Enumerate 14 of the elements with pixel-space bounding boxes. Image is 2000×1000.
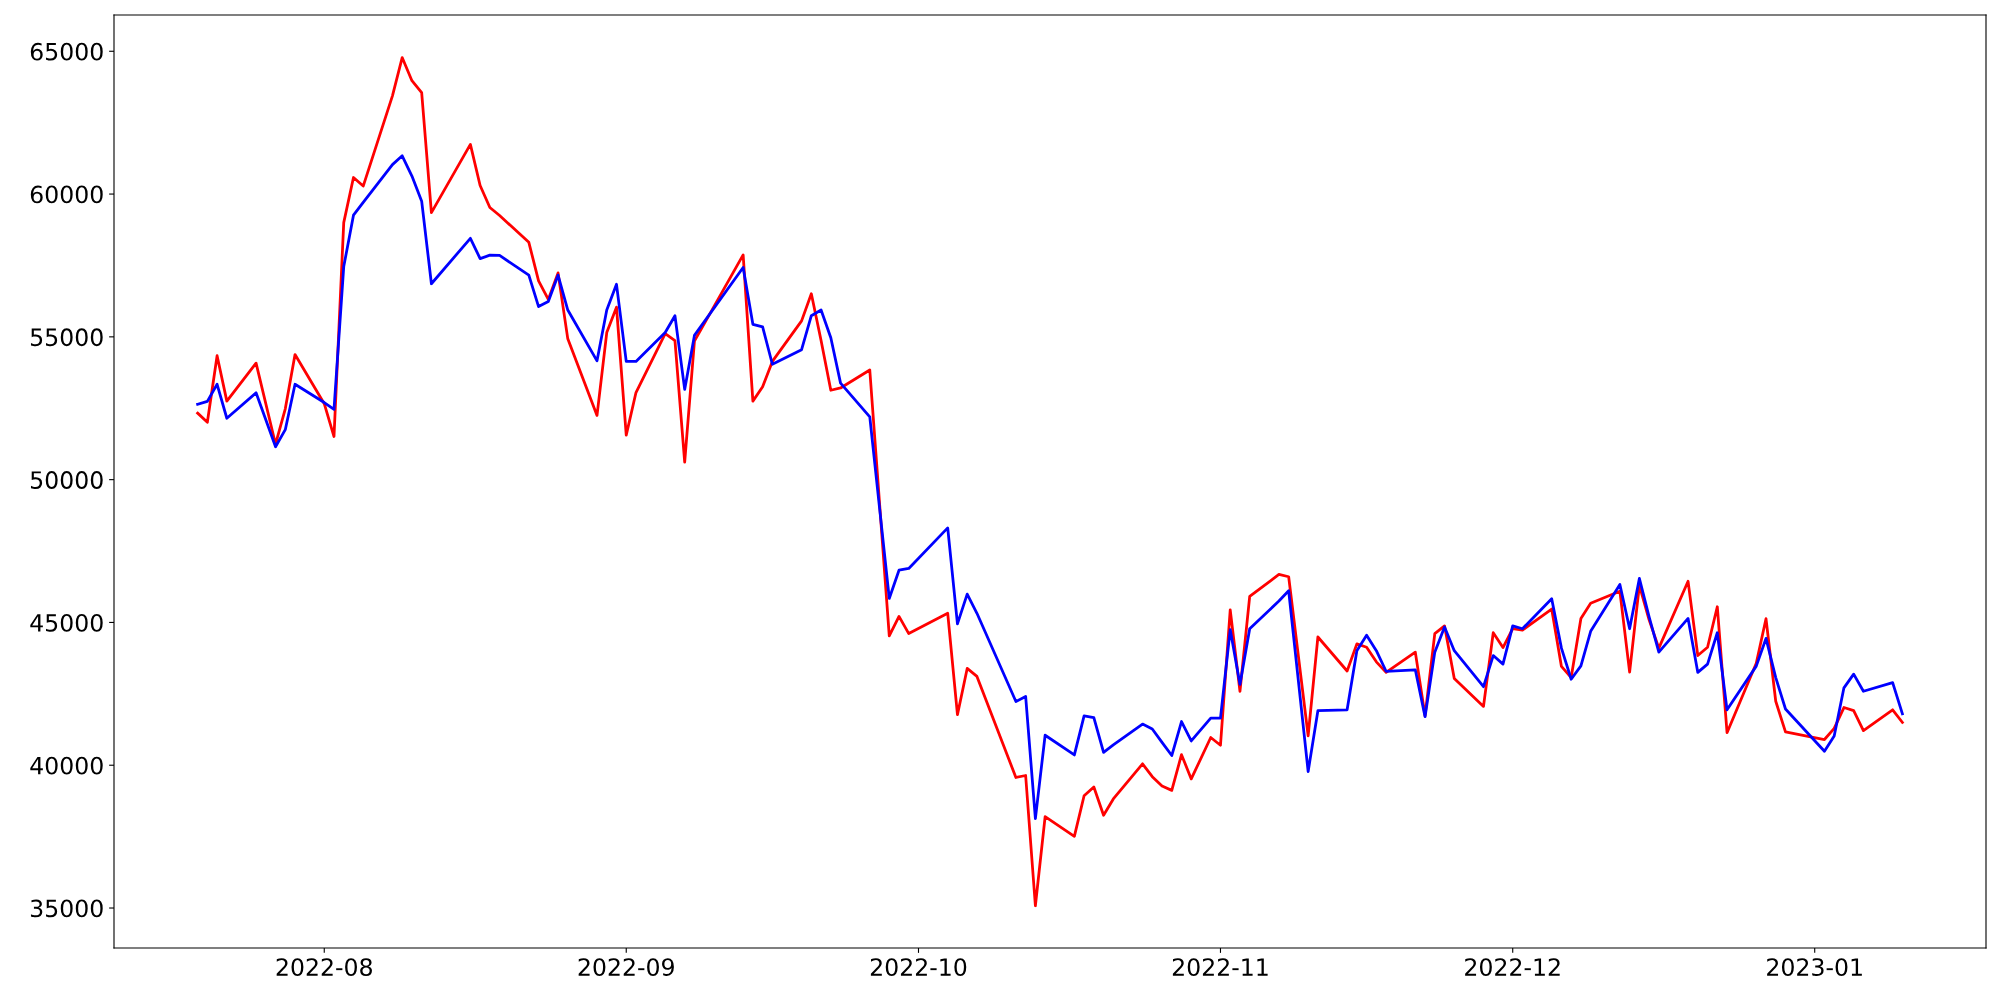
- y-tick-label: 55000: [30, 328, 103, 347]
- x-tick-label: 2022-08: [276, 958, 372, 976]
- y-tick-label: 45000: [30, 613, 103, 632]
- y-tick-label: 35000: [30, 899, 103, 918]
- y-tick-label: 60000: [30, 185, 103, 204]
- x-tick-label: 2023-01: [1767, 958, 1862, 976]
- y-tick-label: 40000: [30, 756, 103, 775]
- y-tick-label: 65000: [30, 42, 103, 61]
- x-tick-label: 2022-12: [1465, 958, 1560, 976]
- x-tick-label: 2022-11: [1172, 958, 1268, 976]
- line-series: [196, 154, 1904, 821]
- x-tick-label: 2022-09: [578, 958, 674, 976]
- x-tick-label: 2022-10: [870, 958, 967, 976]
- y-tick-label: 50000: [30, 471, 103, 489]
